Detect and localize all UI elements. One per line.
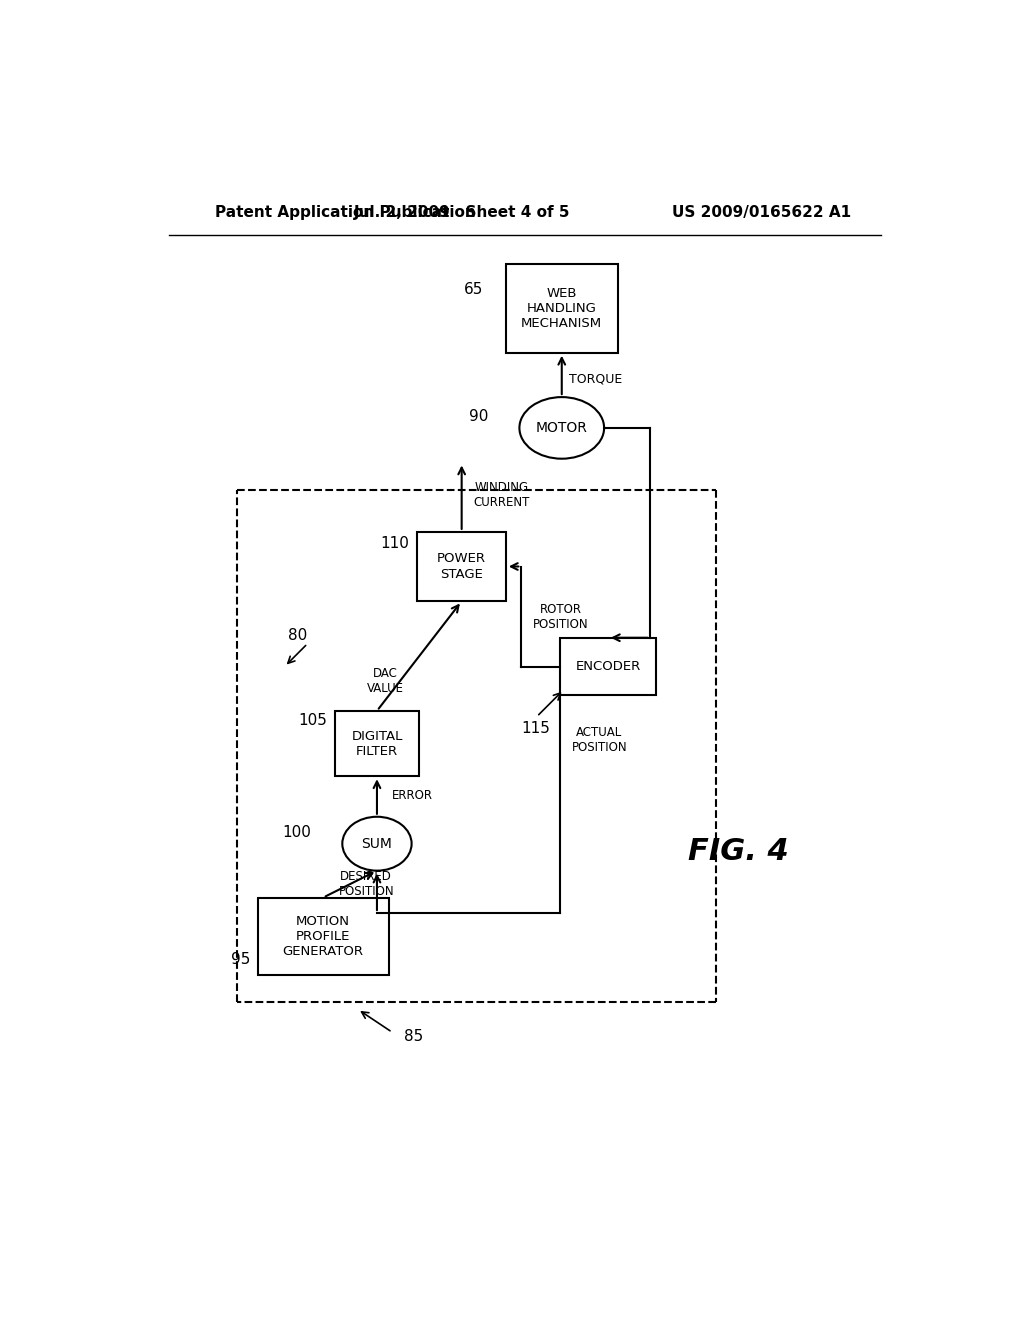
Text: MOTOR: MOTOR [536, 421, 588, 434]
Text: 80: 80 [289, 628, 307, 643]
Text: ERROR: ERROR [392, 789, 433, 803]
Text: 110: 110 [381, 536, 410, 550]
Text: TORQUE: TORQUE [569, 372, 623, 385]
Text: US 2009/0165622 A1: US 2009/0165622 A1 [673, 205, 852, 220]
Text: ROTOR
POSITION: ROTOR POSITION [532, 602, 589, 631]
Bar [560, 638, 656, 696]
Text: 95: 95 [230, 952, 250, 966]
Text: 65: 65 [464, 281, 483, 297]
Text: 115: 115 [521, 721, 550, 735]
Text: WINDING
CURRENT: WINDING CURRENT [473, 480, 529, 510]
Text: 85: 85 [403, 1028, 423, 1044]
Text: 105: 105 [298, 713, 327, 729]
Text: DESIRED
POSITION: DESIRED POSITION [339, 870, 394, 898]
Text: 100: 100 [283, 825, 311, 840]
Text: Jul. 2, 2009   Sheet 4 of 5: Jul. 2, 2009 Sheet 4 of 5 [353, 205, 570, 220]
Text: ENCODER: ENCODER [575, 660, 641, 673]
Ellipse shape [519, 397, 604, 459]
Text: MOTION
PROFILE
GENERATOR: MOTION PROFILE GENERATOR [283, 915, 364, 957]
Text: 90: 90 [469, 409, 488, 424]
Ellipse shape [342, 817, 412, 871]
Bar [506, 264, 617, 352]
Bar [258, 898, 388, 974]
Bar [335, 711, 419, 776]
Text: DIGITAL
FILTER: DIGITAL FILTER [351, 730, 402, 758]
Text: Patent Application Publication: Patent Application Publication [215, 205, 476, 220]
Text: FIG. 4: FIG. 4 [688, 837, 790, 866]
Bar [418, 532, 506, 601]
Text: POWER
STAGE: POWER STAGE [437, 553, 486, 581]
Text: WEB
HANDLING
MECHANISM: WEB HANDLING MECHANISM [521, 286, 602, 330]
Text: ACTUAL
POSITION: ACTUAL POSITION [571, 726, 627, 754]
Text: SUM: SUM [361, 837, 392, 850]
Text: DAC
VALUE: DAC VALUE [367, 668, 403, 696]
